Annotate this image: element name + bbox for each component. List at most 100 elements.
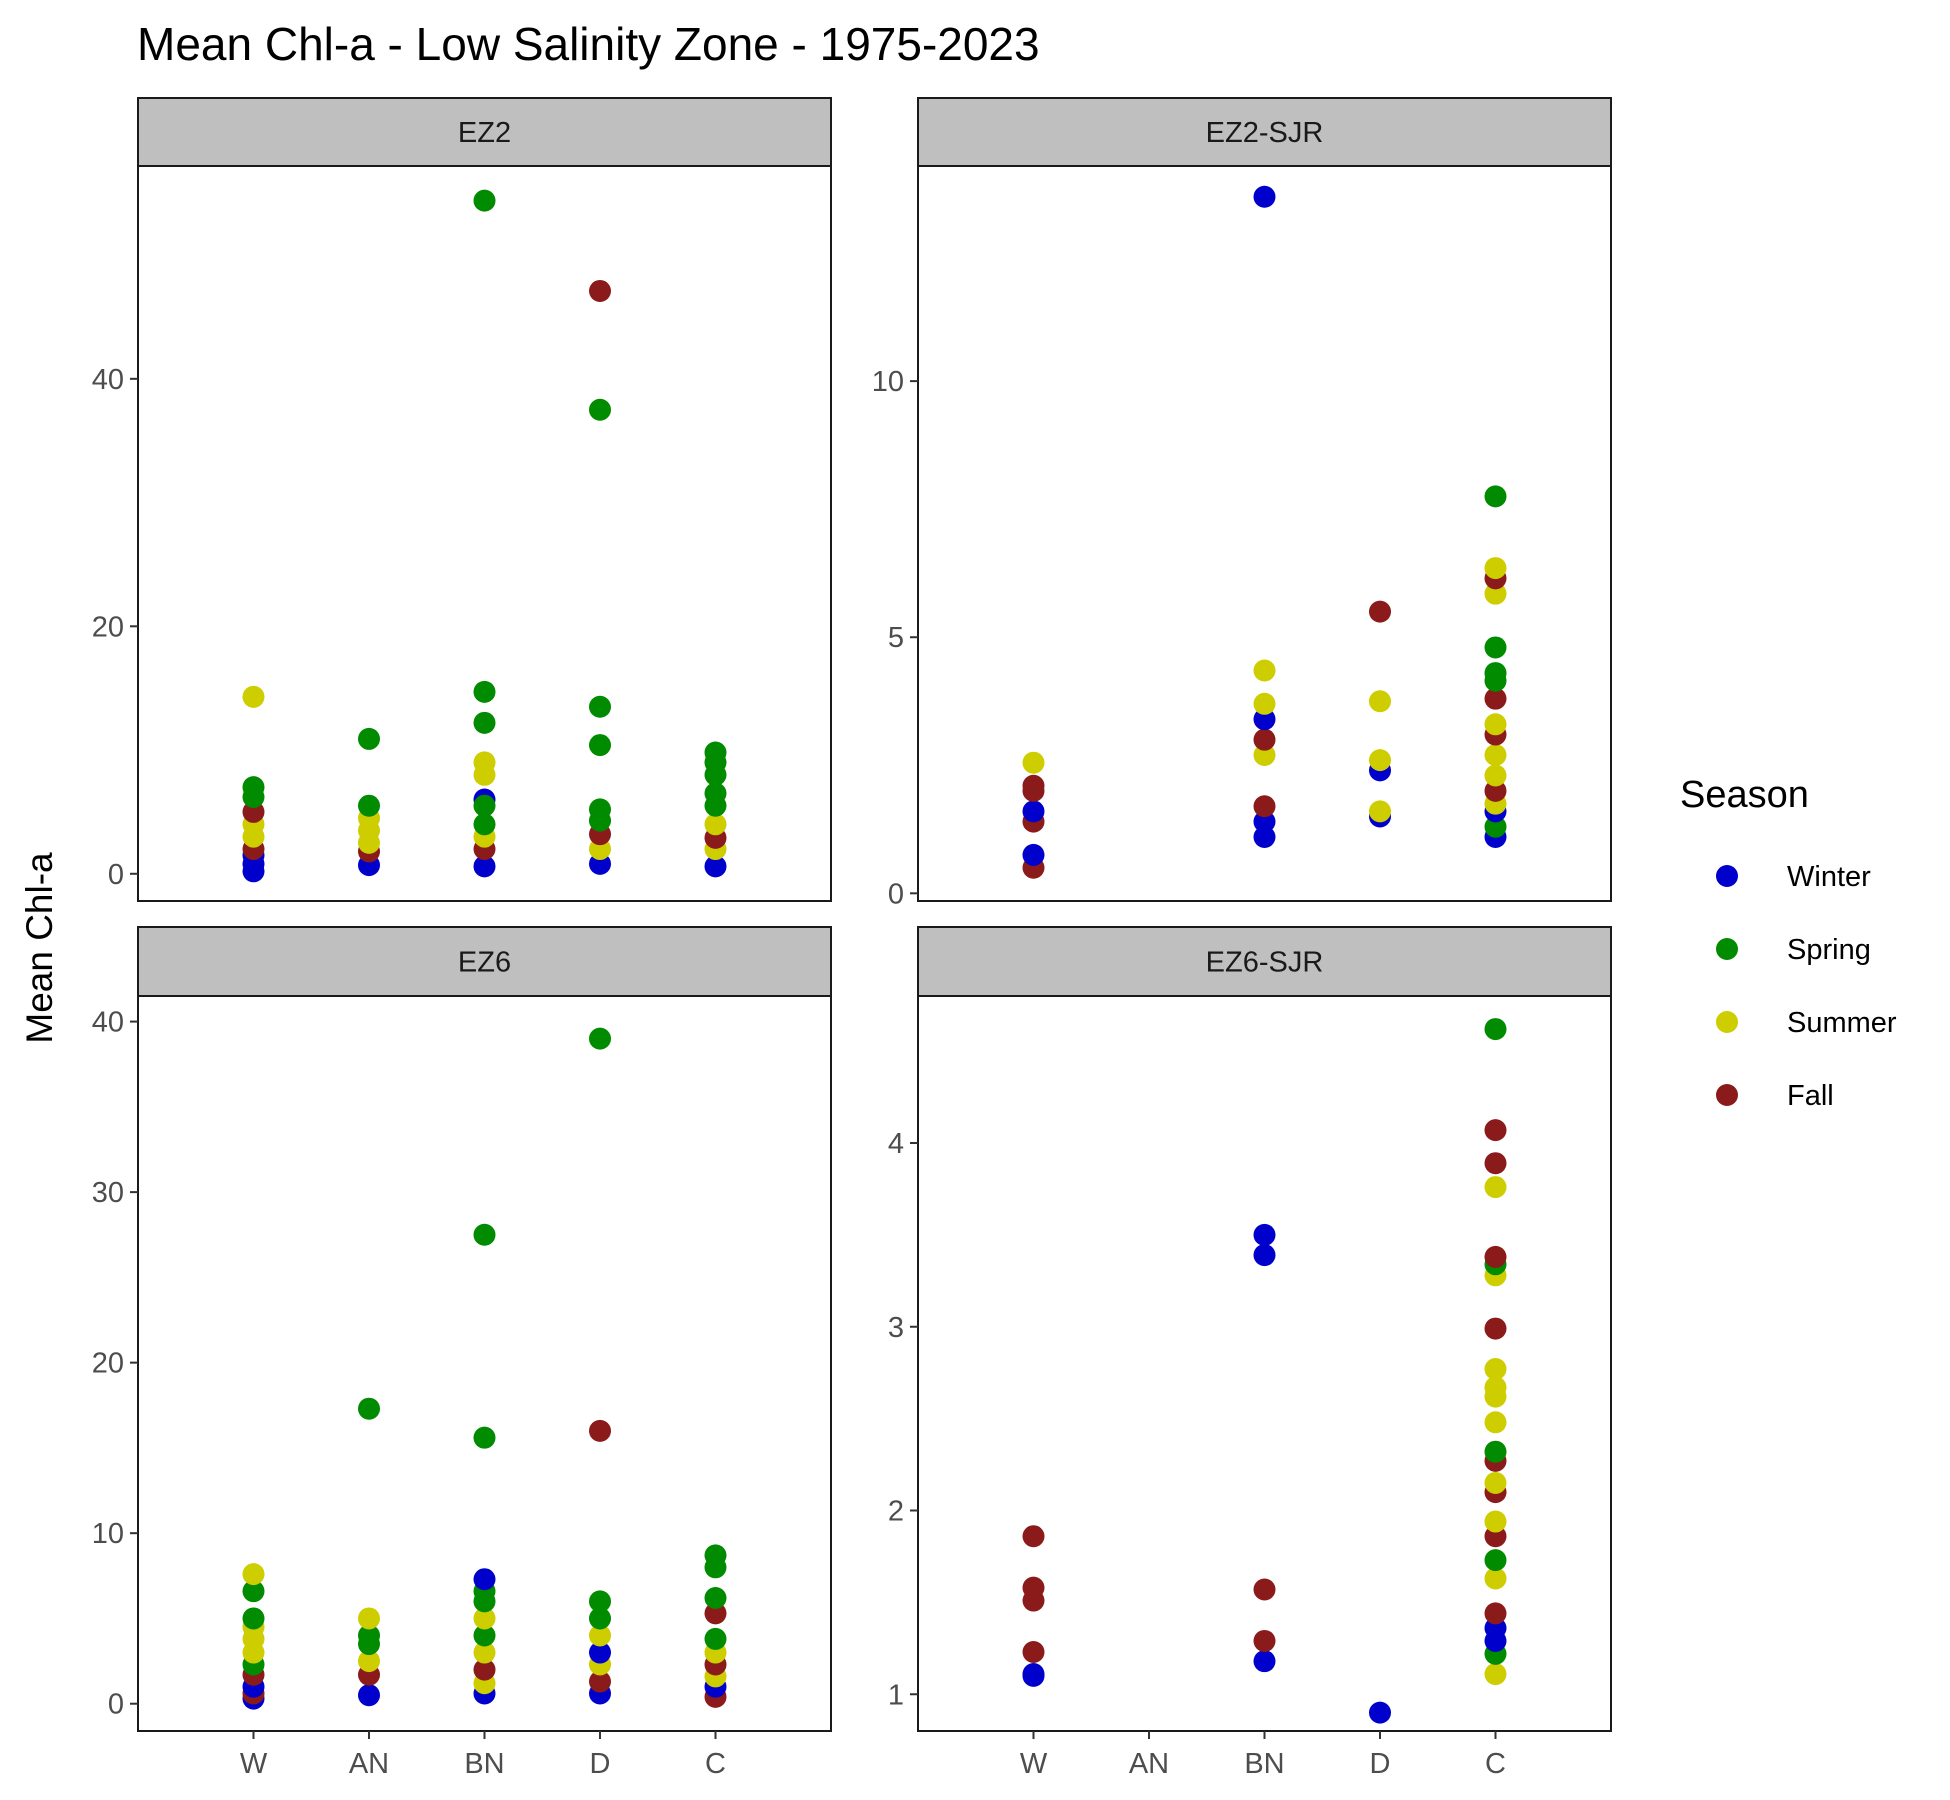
point-winter bbox=[1253, 1244, 1276, 1267]
point-spring bbox=[1484, 662, 1507, 685]
point-summer bbox=[589, 1624, 611, 1647]
point-fall bbox=[1484, 687, 1507, 710]
point-fall bbox=[1022, 774, 1045, 797]
point-spring bbox=[473, 794, 496, 817]
point-summer bbox=[473, 1641, 496, 1664]
point-fall bbox=[1253, 728, 1276, 751]
x-tick-label: AN bbox=[349, 1748, 389, 1780]
point-fall bbox=[589, 1670, 611, 1693]
point-spring bbox=[1484, 1018, 1507, 1041]
point-winter bbox=[1253, 708, 1276, 731]
point-spring bbox=[473, 711, 496, 734]
point-summer bbox=[358, 1650, 380, 1673]
point-summer bbox=[1484, 713, 1507, 736]
point-summer bbox=[473, 751, 496, 774]
facet-strip-label: EZ6-SJR bbox=[1206, 947, 1324, 979]
point-spring bbox=[589, 734, 611, 757]
point-spring bbox=[1484, 485, 1507, 508]
point-spring bbox=[242, 1607, 265, 1630]
point-spring bbox=[589, 398, 611, 421]
y-tick-label: 40 bbox=[92, 364, 124, 396]
point-summer bbox=[1484, 1176, 1507, 1199]
point-winter bbox=[1369, 1701, 1391, 1724]
point-summer bbox=[1369, 800, 1391, 823]
chart-title: Mean Chl-a - Low Salinity Zone - 1975-20… bbox=[137, 18, 1040, 70]
point-fall bbox=[1484, 1317, 1507, 1340]
point-winter bbox=[589, 1641, 611, 1664]
legend-key-summer bbox=[1716, 1011, 1738, 1033]
y-tick-label: 3 bbox=[888, 1312, 904, 1344]
point-summer bbox=[1253, 692, 1276, 715]
y-tick-label: 5 bbox=[888, 622, 904, 654]
facet-ez6: EZ6 0 10 20 30 40 W AN BN D C bbox=[92, 926, 832, 1780]
point-summer bbox=[1484, 1567, 1507, 1590]
point-spring bbox=[358, 1397, 380, 1420]
y-tick-label: 0 bbox=[108, 859, 124, 891]
y-tick-label: 20 bbox=[92, 611, 124, 643]
y-tick-label: 10 bbox=[872, 366, 904, 398]
point-spring bbox=[1484, 815, 1507, 838]
point-summer bbox=[1484, 1358, 1507, 1381]
point-winter bbox=[1253, 185, 1276, 208]
x-tick-label: AN bbox=[1129, 1748, 1169, 1780]
point-spring bbox=[473, 189, 496, 212]
point-spring bbox=[473, 813, 496, 836]
x-tick-label: C bbox=[705, 1748, 726, 1780]
point-winter bbox=[1253, 825, 1276, 848]
point-fall bbox=[589, 1419, 611, 1442]
point-summer bbox=[1484, 1471, 1507, 1494]
y-tick-label: 30 bbox=[92, 1177, 124, 1209]
point-summer bbox=[358, 1607, 380, 1630]
point-spring bbox=[589, 1027, 611, 1050]
point-spring bbox=[704, 741, 727, 764]
point-winter bbox=[1022, 1663, 1045, 1686]
point-winter bbox=[704, 855, 727, 878]
plot-panel bbox=[917, 165, 1612, 902]
point-fall bbox=[1253, 1629, 1276, 1652]
point-spring bbox=[704, 1544, 727, 1567]
point-summer bbox=[1484, 1510, 1507, 1533]
point-summer bbox=[1369, 749, 1391, 772]
point-spring bbox=[589, 695, 611, 718]
facet-strip-label: EZ2 bbox=[458, 117, 511, 149]
point-winter bbox=[1022, 843, 1045, 866]
x-tick-label: BN bbox=[464, 1748, 504, 1780]
point-winter bbox=[473, 855, 496, 878]
point-winter bbox=[473, 1568, 496, 1591]
y-axis-label: Mean Chl-a bbox=[19, 852, 60, 1044]
point-summer bbox=[1484, 1663, 1507, 1686]
point-spring bbox=[589, 1590, 611, 1613]
point-summer bbox=[1484, 1411, 1507, 1434]
point-winter bbox=[358, 1684, 380, 1707]
legend-title: Season bbox=[1680, 774, 1809, 816]
point-spring bbox=[473, 1624, 496, 1647]
y-tick-label: 0 bbox=[108, 1689, 124, 1721]
x-tick-label: D bbox=[1370, 1748, 1391, 1780]
y-tick-label: 0 bbox=[888, 878, 904, 910]
point-summer bbox=[704, 813, 727, 836]
point-spring bbox=[242, 776, 265, 799]
point-spring bbox=[1484, 1549, 1507, 1572]
point-summer bbox=[1484, 1376, 1507, 1399]
facet-ez6-sjr: EZ6-SJR 1 2 3 4 W AN BN D C bbox=[888, 926, 1612, 1780]
point-fall bbox=[1484, 779, 1507, 802]
y-tick-label: 40 bbox=[92, 1007, 124, 1039]
legend-label-fall: Fall bbox=[1787, 1080, 1834, 1112]
point-summer bbox=[242, 685, 265, 708]
point-spring bbox=[1484, 636, 1507, 659]
point-winter bbox=[1022, 800, 1045, 823]
point-summer bbox=[1484, 764, 1507, 787]
point-fall bbox=[1022, 1640, 1045, 1663]
point-summer bbox=[1253, 659, 1276, 682]
point-fall bbox=[1253, 795, 1276, 818]
point-spring bbox=[473, 1426, 496, 1449]
point-winter bbox=[1253, 1223, 1276, 1246]
facet-ez2-sjr: EZ2-SJR 0 5 10 bbox=[872, 97, 1612, 910]
point-spring bbox=[358, 1624, 380, 1647]
y-tick-label: 4 bbox=[888, 1128, 904, 1160]
point-spring bbox=[589, 1607, 611, 1630]
point-fall bbox=[1369, 600, 1391, 623]
legend-key-fall bbox=[1716, 1084, 1738, 1106]
point-spring bbox=[704, 1627, 727, 1650]
